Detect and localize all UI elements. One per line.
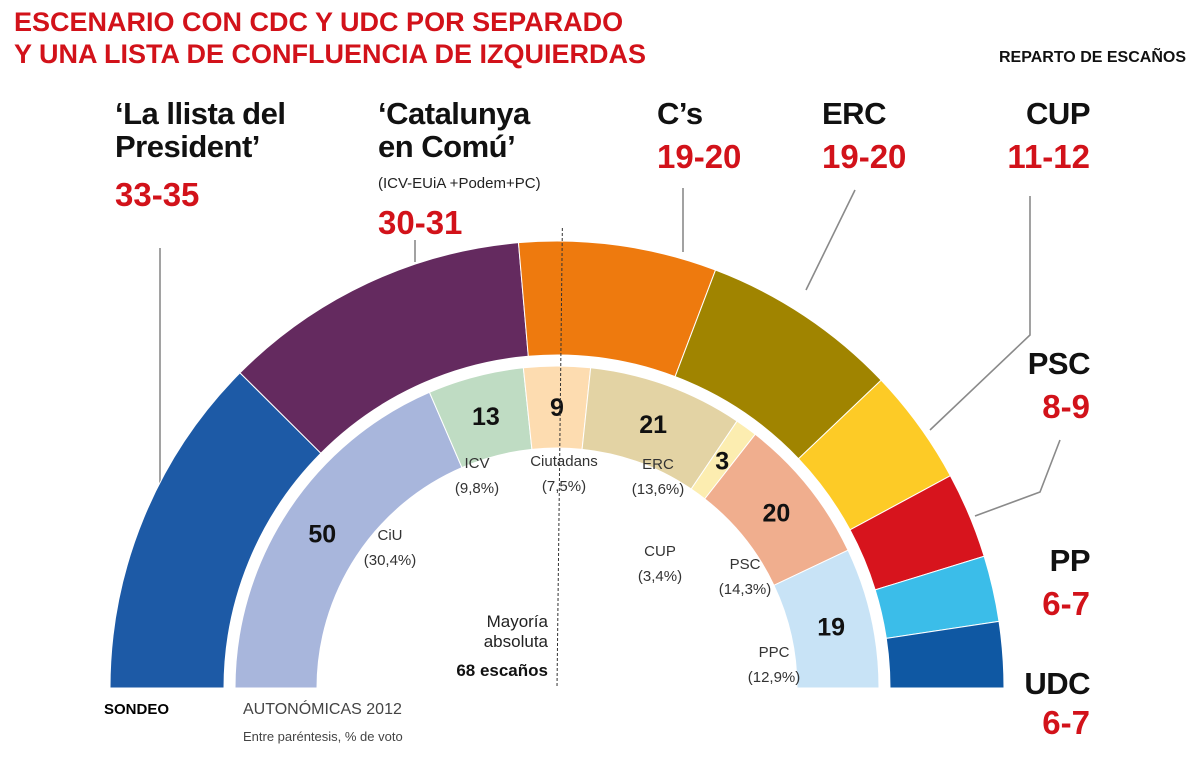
party-name: PPC [758, 644, 790, 661]
seat-range: 19-20 [822, 138, 907, 175]
party-name: ERC [642, 456, 674, 473]
autonomicas-segment [773, 549, 880, 689]
majority-value-label: 68 escaños [456, 661, 548, 680]
seat-range: 6-7 [1042, 585, 1090, 622]
party-name: UDC [1024, 666, 1090, 701]
seat-range: 30-31 [378, 204, 463, 241]
party-name: CUP [1026, 96, 1090, 131]
sondeo-segment [885, 620, 1005, 689]
seat-label: 13 [472, 403, 500, 431]
subtitle: REPARTO DE ESCAÑOS [999, 49, 1186, 66]
seat-range: 19-20 [657, 138, 742, 175]
party-name: CiU [377, 527, 403, 544]
connector-line [974, 439, 1061, 517]
connector-line [805, 189, 856, 291]
seat-label: 19 [817, 613, 845, 641]
party-name: ‘Catalunya en Comú’ [378, 96, 530, 164]
vote-label: (13,6%) [631, 481, 685, 498]
vote-label: (9,8%) [454, 480, 500, 497]
seat-label: 20 [762, 499, 790, 527]
party-note: (ICV-EUiA +Podem+PC) [378, 175, 541, 192]
party-name: Ciutadans [530, 453, 598, 470]
party-name: PSC [1027, 346, 1091, 381]
seat-range: 6-7 [1042, 704, 1090, 741]
autonomicas-label: AUTONÓMICAS 2012 [243, 701, 402, 718]
autonomicas-note: Entre paréntesis, % de voto [243, 729, 403, 744]
vote-label: (7,5%) [541, 478, 587, 495]
vote-label: (3,4%) [637, 568, 683, 585]
party-name: ERC [822, 96, 886, 131]
party-name: CUP [644, 543, 676, 560]
vote-label: (30,4%) [363, 552, 417, 569]
seat-range: 11-12 [1007, 138, 1090, 175]
party-name: PP [1049, 543, 1091, 578]
sondeo-label: SONDEO [104, 701, 170, 718]
seat-label: 50 [308, 521, 336, 549]
connector-line [929, 196, 1031, 431]
seat-label: 21 [639, 411, 667, 439]
party-name: ‘La llista del President’ [115, 96, 286, 164]
title: ESCENARIO CON CDC Y UDC POR SEPARADO Y U… [14, 7, 647, 70]
majority-label: Mayoría absoluta [483, 612, 548, 652]
party-name: ICV [464, 455, 490, 472]
seat-range: 8-9 [1042, 388, 1090, 425]
seat-label: 9 [550, 394, 564, 422]
party-name: PSC [729, 556, 761, 573]
party-name: C’s [657, 96, 703, 131]
vote-label: (12,9%) [747, 669, 801, 686]
seat-label: 3 [715, 448, 729, 476]
majority-line [556, 228, 563, 689]
vote-label: (14,3%) [718, 581, 772, 598]
seat-range: 33-35 [115, 176, 200, 213]
